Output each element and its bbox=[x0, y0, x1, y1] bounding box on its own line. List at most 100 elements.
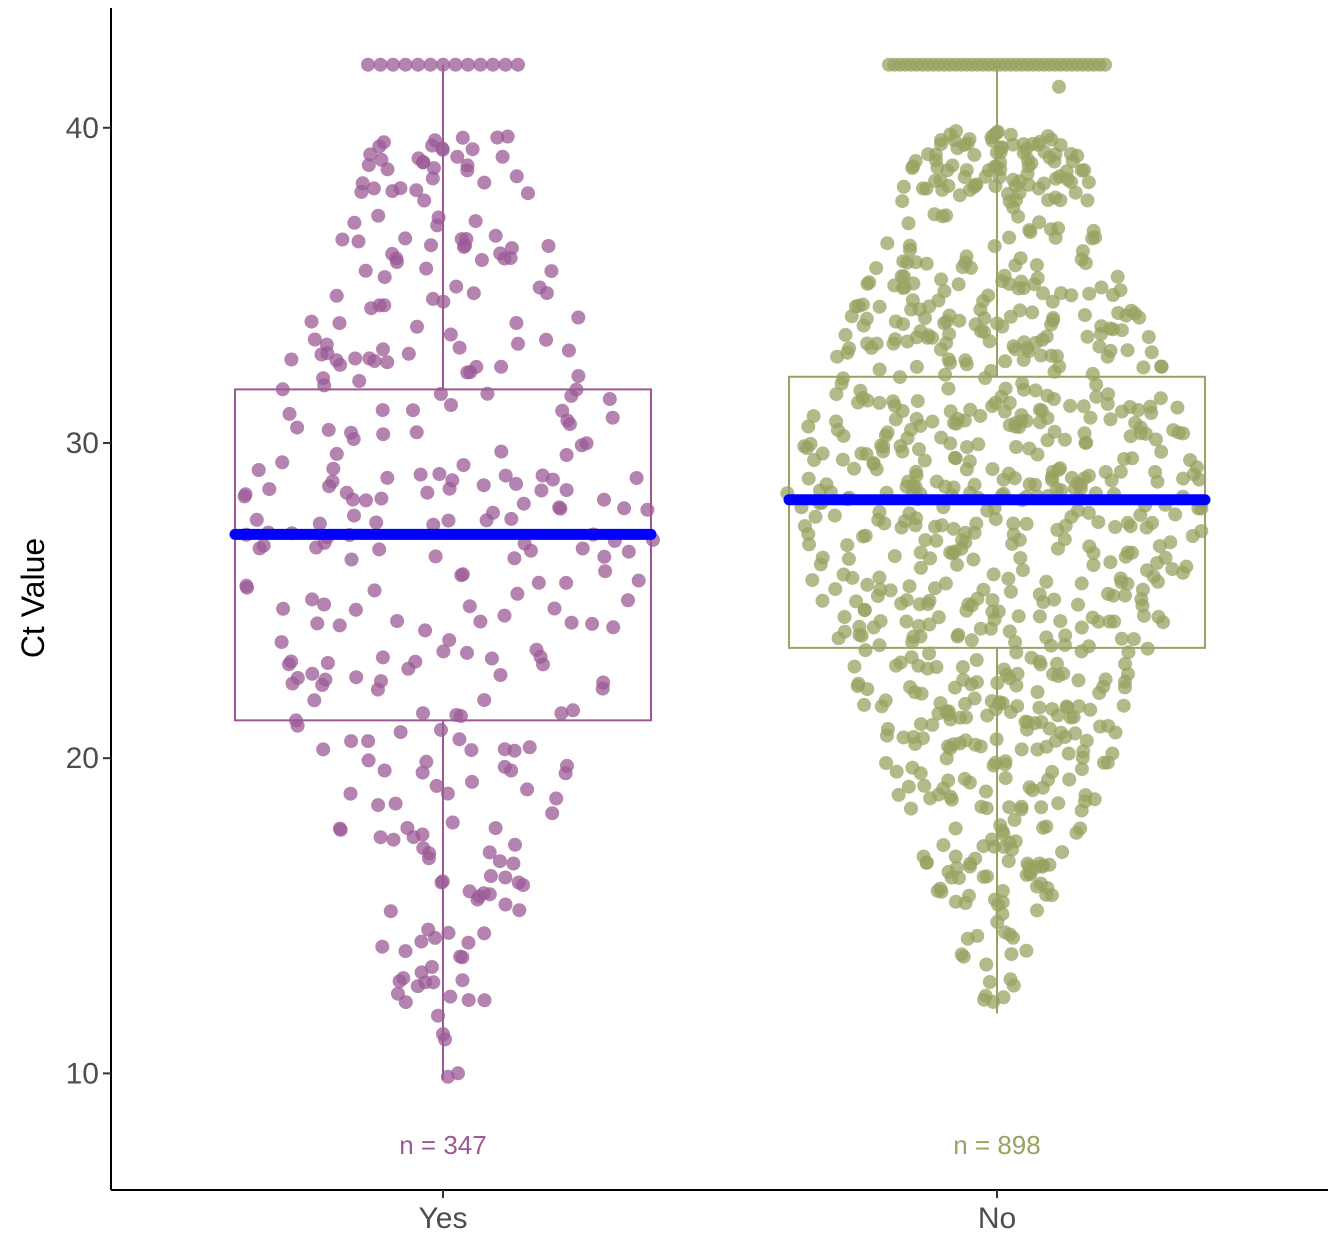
data-point bbox=[383, 904, 398, 919]
data-point bbox=[460, 158, 475, 173]
data-point bbox=[934, 272, 949, 287]
data-point bbox=[329, 446, 344, 461]
data-point bbox=[290, 718, 305, 733]
data-point bbox=[941, 352, 956, 367]
capped-point bbox=[436, 57, 450, 72]
data-point bbox=[834, 376, 849, 391]
data-point bbox=[872, 299, 887, 314]
data-point bbox=[433, 387, 448, 401]
data-point bbox=[873, 614, 888, 629]
data-point bbox=[521, 186, 535, 201]
data-point bbox=[554, 706, 569, 721]
data-point bbox=[1011, 609, 1026, 624]
data-point bbox=[1080, 193, 1095, 208]
data-point bbox=[372, 542, 387, 557]
data-point bbox=[1055, 845, 1070, 860]
data-point bbox=[307, 693, 322, 708]
data-point bbox=[535, 468, 550, 483]
data-point bbox=[472, 889, 487, 904]
data-point bbox=[483, 869, 498, 883]
data-point bbox=[982, 975, 997, 989]
data-point bbox=[998, 754, 1013, 769]
data-point bbox=[477, 175, 492, 190]
data-point bbox=[973, 621, 988, 636]
data-point bbox=[1170, 400, 1185, 415]
data-point bbox=[332, 316, 347, 331]
data-point bbox=[1052, 359, 1067, 374]
axis-layer: Ct Value 10 20 30 40 Yes No bbox=[15, 8, 1328, 1235]
data-point bbox=[361, 753, 376, 768]
x-tick-label: Yes bbox=[419, 1202, 468, 1235]
data-point bbox=[916, 849, 931, 864]
data-point bbox=[1136, 360, 1151, 375]
data-point bbox=[1020, 856, 1035, 871]
data-point bbox=[1036, 595, 1051, 610]
data-point bbox=[426, 161, 441, 176]
data-point bbox=[376, 427, 391, 442]
data-point bbox=[428, 549, 443, 564]
data-point bbox=[413, 467, 428, 482]
data-point bbox=[398, 944, 413, 959]
data-point bbox=[498, 468, 513, 483]
data-point bbox=[380, 355, 395, 370]
data-point bbox=[925, 414, 940, 429]
data-point bbox=[1108, 520, 1123, 534]
data-point bbox=[941, 739, 955, 754]
data-point bbox=[455, 130, 470, 145]
data-point bbox=[1030, 742, 1045, 757]
data-point bbox=[971, 437, 986, 452]
data-point bbox=[872, 570, 887, 585]
data-point bbox=[933, 696, 948, 711]
data-point bbox=[967, 147, 982, 162]
data-point bbox=[1009, 440, 1024, 454]
data-point bbox=[393, 725, 408, 740]
data-point bbox=[909, 511, 924, 526]
data-point bbox=[1125, 545, 1139, 560]
data-point bbox=[1089, 389, 1104, 404]
data-point bbox=[988, 179, 1003, 193]
data-point bbox=[836, 428, 851, 443]
data-point bbox=[925, 330, 940, 345]
data-point bbox=[847, 659, 862, 674]
data-point bbox=[1083, 702, 1098, 717]
data-point bbox=[1064, 288, 1079, 303]
data-point bbox=[441, 925, 456, 940]
data-point bbox=[511, 336, 525, 351]
data-point bbox=[416, 706, 430, 721]
data-point bbox=[443, 989, 458, 1004]
data-point bbox=[964, 633, 979, 648]
data-point bbox=[374, 152, 389, 167]
data-point bbox=[1068, 185, 1083, 200]
data-point bbox=[969, 653, 984, 668]
data-point bbox=[973, 408, 988, 423]
data-point bbox=[979, 869, 994, 884]
data-point bbox=[1074, 163, 1089, 178]
data-point bbox=[1118, 656, 1133, 671]
data-point bbox=[951, 627, 966, 642]
data-point bbox=[555, 403, 570, 418]
data-point bbox=[857, 602, 872, 617]
data-point bbox=[1021, 177, 1036, 192]
data-point bbox=[1118, 588, 1132, 603]
data-point bbox=[1185, 529, 1200, 543]
data-point bbox=[905, 760, 920, 775]
data-point bbox=[942, 308, 957, 323]
data-point bbox=[1061, 746, 1076, 761]
data-point bbox=[1071, 597, 1085, 612]
data-point bbox=[955, 660, 970, 675]
data-point bbox=[959, 462, 974, 477]
y-tick-label: 30 bbox=[66, 427, 99, 460]
data-point bbox=[367, 583, 382, 598]
data-point bbox=[509, 316, 524, 330]
data-point bbox=[941, 864, 956, 879]
data-point bbox=[376, 135, 391, 150]
data-point bbox=[995, 895, 1010, 910]
data-point bbox=[552, 500, 567, 515]
data-point bbox=[549, 791, 564, 806]
data-point bbox=[1101, 387, 1116, 402]
data-point bbox=[1071, 673, 1086, 688]
data-point bbox=[1148, 465, 1163, 479]
data-point bbox=[375, 939, 390, 954]
data-point bbox=[409, 183, 424, 198]
data-point bbox=[416, 841, 431, 856]
